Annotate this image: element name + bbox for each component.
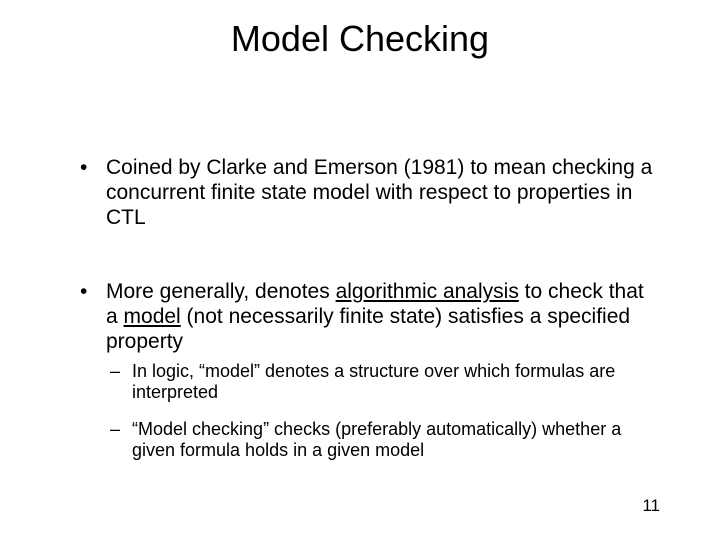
bullet-item: • More generally, denotes algorithmic an… (80, 280, 660, 354)
page-number: 11 (642, 496, 660, 516)
text-run: More generally, denotes (106, 280, 336, 303)
bullet-dot-icon: • (80, 156, 106, 230)
bullet-dash-icon: – (110, 419, 132, 461)
slide: Model Checking • Coined by Clarke and Em… (0, 0, 720, 540)
sub-bullet-text: “Model checking” checks (preferably auto… (132, 419, 660, 461)
slide-title: Model Checking (0, 18, 720, 60)
bullet-text: Coined by Clarke and Emerson (1981) to m… (106, 156, 660, 230)
bullet-item: • Coined by Clarke and Emerson (1981) to… (80, 156, 660, 230)
slide-body: • Coined by Clarke and Emerson (1981) to… (80, 156, 660, 478)
text-underline: algorithmic analysis (336, 280, 519, 303)
bullet-dash-icon: – (110, 361, 132, 403)
sub-bullet-item: – In logic, “model” denotes a structure … (110, 361, 660, 403)
bullet-group: • More generally, denotes algorithmic an… (80, 280, 660, 461)
sub-bullet-text: In logic, “model” denotes a structure ov… (132, 361, 660, 403)
bullet-text: More generally, denotes algorithmic anal… (106, 280, 660, 354)
text-run: (not necessarily finite state) satisfies… (106, 305, 630, 353)
sub-bullet-item: – “Model checking” checks (preferably au… (110, 419, 660, 461)
bullet-dot-icon: • (80, 280, 106, 354)
text-underline: model (124, 305, 181, 328)
